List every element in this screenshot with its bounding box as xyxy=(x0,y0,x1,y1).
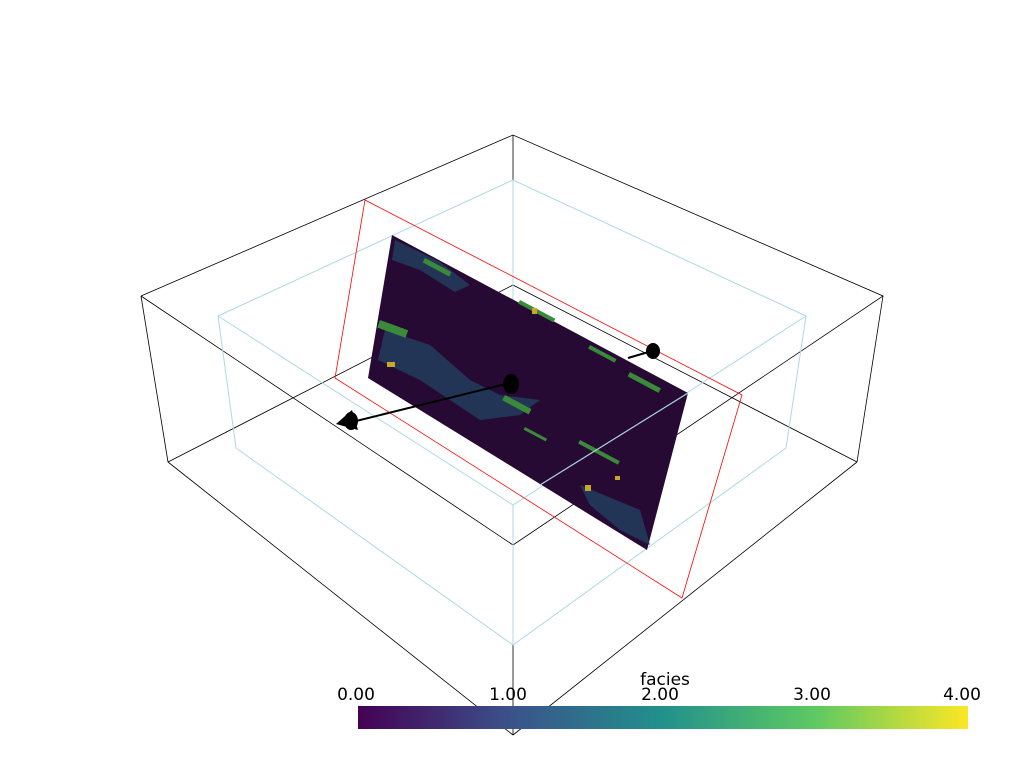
inner-bounding-box xyxy=(217,179,808,646)
plane-normal-handle[interactable] xyxy=(646,343,660,359)
colorbar-tick-label: 2.00 xyxy=(641,685,679,705)
bounds-edge-over-slice xyxy=(539,392,689,486)
outer-bounding-box xyxy=(140,134,884,736)
colorbar xyxy=(358,706,968,729)
plane-normal-arrow[interactable] xyxy=(336,343,660,430)
colorbar-tick-label: 4.00 xyxy=(943,685,981,705)
plane-origin-handle[interactable] xyxy=(503,374,519,394)
colorbar-tick-label: 3.00 xyxy=(793,685,831,705)
colorbar-tick-label: 1.00 xyxy=(489,685,527,705)
plane-widget-outline[interactable] xyxy=(334,199,743,599)
colorbar-tick-label: 0.00 xyxy=(337,685,375,705)
slice-surface xyxy=(368,235,688,550)
colorbar-title: facies xyxy=(640,670,690,690)
